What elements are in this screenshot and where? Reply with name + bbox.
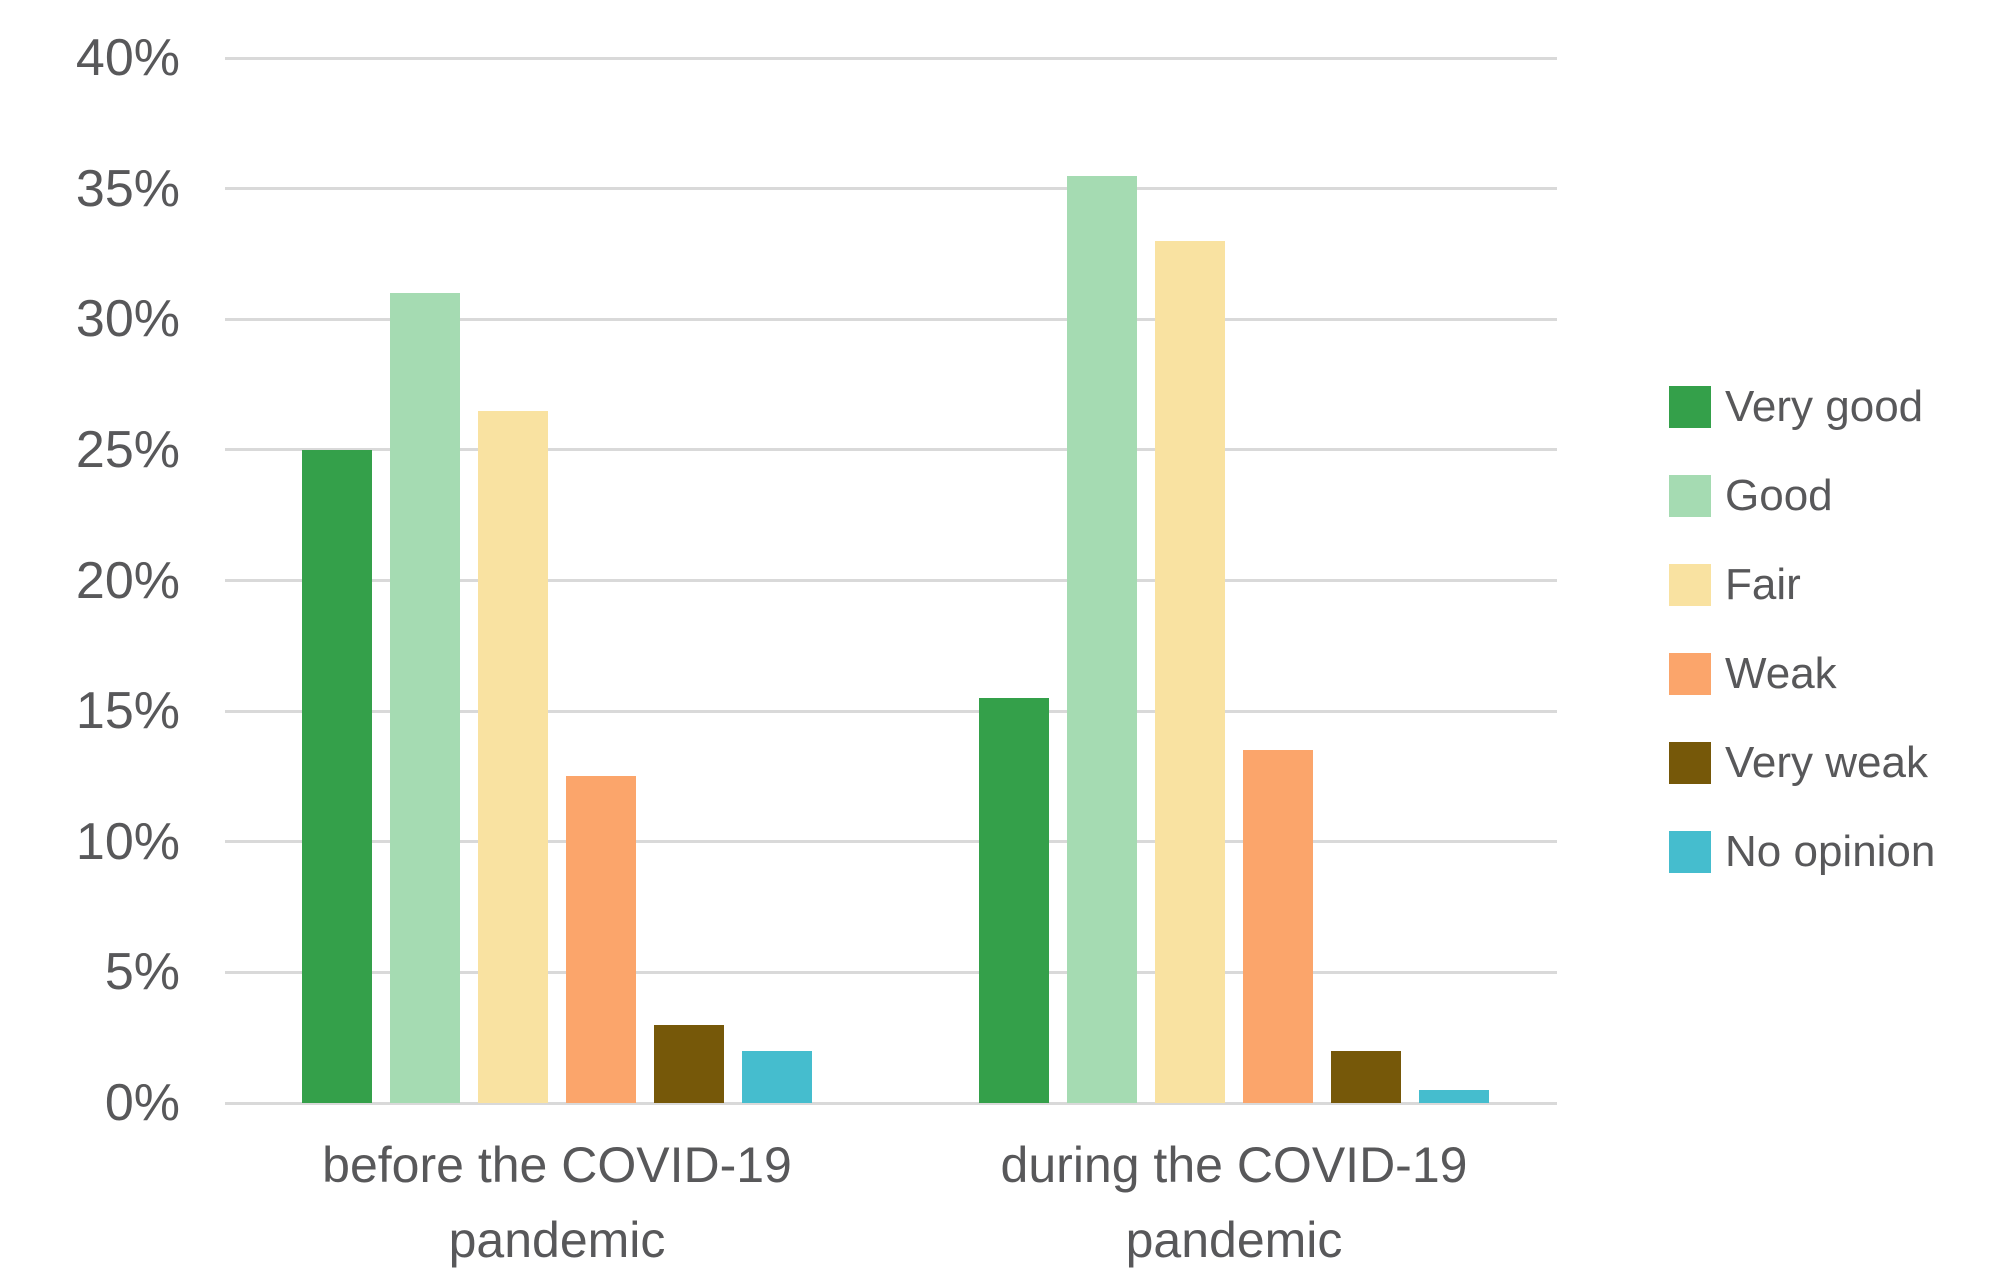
legend-label-very-weak: Very weak	[1725, 738, 1928, 787]
legend-item-good: Good	[1669, 471, 1935, 520]
bar-very-good-during	[979, 698, 1049, 1103]
bar-very-weak-during	[1331, 1050, 1401, 1103]
bar-good-during	[1067, 175, 1137, 1103]
y-tick-label-35: 35%	[75, 159, 180, 218]
bar-weak-during	[1243, 750, 1313, 1103]
x-category-label-before: before the COVID-19 pandemic	[322, 1137, 792, 1268]
gridline-20	[225, 579, 1557, 582]
legend-swatch-very-weak	[1669, 742, 1711, 784]
bar-very-weak-before	[654, 1024, 724, 1103]
gridline-40	[225, 56, 1557, 60]
y-tick-label-5: 5%	[104, 943, 180, 1002]
chart-legend: Very good Good Fair Weak Very weak No opinion	[1669, 382, 1935, 920]
bar-very-good-before	[302, 449, 372, 1103]
y-tick-label-15: 15%	[75, 682, 180, 741]
legend-swatch-fair	[1669, 564, 1711, 606]
bar-good-before	[390, 293, 460, 1103]
y-tick-label-30: 30%	[75, 290, 180, 349]
bar-weak-before	[566, 776, 636, 1103]
y-tick-label-20: 20%	[75, 551, 180, 610]
legend-swatch-no-opinion	[1669, 831, 1711, 873]
legend-label-good: Good	[1725, 471, 1833, 520]
x-axis-baseline	[225, 1101, 1557, 1105]
legend-swatch-very-good	[1669, 386, 1711, 428]
y-tick-label-10: 10%	[75, 812, 180, 871]
y-tick-label-0: 0%	[104, 1074, 180, 1132]
x-category-label-during: during the COVID-19 pandemic	[1000, 1137, 1468, 1268]
y-tick-label-25: 25%	[75, 420, 180, 479]
bar-no-opinion-before	[742, 1050, 812, 1103]
bar-fair-before	[478, 410, 548, 1103]
bar-fair-during	[1155, 240, 1225, 1103]
legend-label-fair: Fair	[1725, 560, 1801, 609]
legend-swatch-good	[1669, 475, 1711, 517]
y-tick-label-40: 40%	[75, 29, 180, 87]
legend-item-no-opinion: No opinion	[1669, 827, 1935, 876]
bar-no-opinion-during	[1419, 1089, 1489, 1103]
legend-item-very-weak: Very weak	[1669, 738, 1935, 787]
gridline-5	[225, 970, 1557, 974]
legend-label-no-opinion: No opinion	[1725, 827, 1936, 876]
gridline-30	[225, 317, 1557, 321]
legend-item-weak: Weak	[1669, 649, 1935, 698]
gridline-10	[225, 840, 1557, 844]
legend-swatch-weak	[1669, 653, 1711, 695]
gridline-35	[225, 187, 1557, 191]
legend-item-fair: Fair	[1669, 560, 1935, 609]
legend-label-very-good: Very good	[1725, 382, 1924, 431]
gridline-25	[225, 448, 1557, 452]
legend-item-very-good: Very good	[1669, 382, 1935, 431]
gridline-15	[225, 709, 1557, 713]
legend-label-weak: Weak	[1725, 649, 1837, 698]
